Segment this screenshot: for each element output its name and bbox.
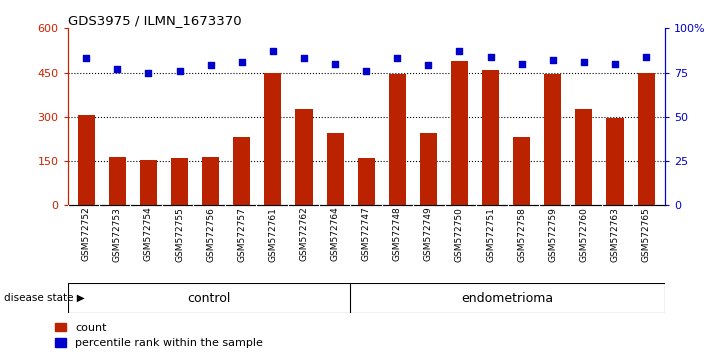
- Text: control: control: [187, 292, 230, 305]
- Bar: [109, 156, 126, 205]
- Point: [422, 63, 434, 68]
- Point: [641, 54, 652, 59]
- Bar: [389, 74, 406, 205]
- Text: GDS3975 / ILMN_1673370: GDS3975 / ILMN_1673370: [68, 14, 241, 27]
- Bar: [358, 158, 375, 205]
- Bar: [606, 118, 624, 205]
- Text: disease state ▶: disease state ▶: [4, 293, 85, 303]
- Bar: [575, 109, 592, 205]
- Point: [516, 61, 528, 67]
- Bar: [451, 61, 468, 205]
- Bar: [233, 137, 250, 205]
- Point: [112, 66, 123, 72]
- Point: [299, 56, 310, 61]
- Point: [174, 68, 186, 74]
- Point: [267, 48, 279, 54]
- Bar: [482, 70, 499, 205]
- Bar: [326, 133, 343, 205]
- Point: [236, 59, 247, 65]
- Point: [360, 68, 372, 74]
- Point: [547, 57, 559, 63]
- Bar: [140, 160, 157, 205]
- Bar: [264, 73, 282, 205]
- Text: endometrioma: endometrioma: [461, 292, 554, 305]
- Point: [578, 59, 589, 65]
- Point: [329, 61, 341, 67]
- Point: [205, 63, 216, 68]
- Point: [143, 70, 154, 75]
- Bar: [295, 109, 313, 205]
- Bar: [77, 115, 95, 205]
- Point: [485, 54, 496, 59]
- Bar: [171, 158, 188, 205]
- Bar: [544, 74, 562, 205]
- Point: [392, 56, 403, 61]
- Legend: count, percentile rank within the sample: count, percentile rank within the sample: [55, 322, 263, 348]
- Bar: [202, 156, 219, 205]
- Bar: [419, 133, 437, 205]
- Point: [454, 48, 465, 54]
- Bar: [638, 73, 655, 205]
- Point: [80, 56, 92, 61]
- Point: [609, 61, 621, 67]
- Bar: [513, 137, 530, 205]
